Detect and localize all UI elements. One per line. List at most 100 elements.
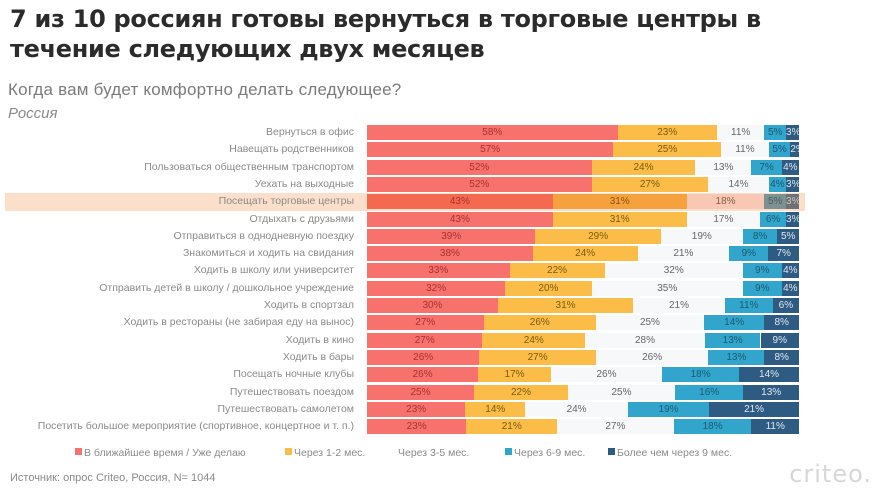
bar-segment: 4%: [768, 177, 787, 192]
bar-row: 27% 24% 28% 13% 9%: [367, 333, 799, 348]
bar-segment: 27%: [591, 177, 709, 192]
bar-row: 52% 24% 13% 7% 4%: [367, 160, 799, 175]
bar-segment: 13%: [708, 350, 765, 365]
bar-row: 25% 22% 25% 16% 13%: [367, 385, 799, 400]
bar-segment: 17%: [686, 212, 761, 227]
bar-segment: 23%: [367, 402, 466, 417]
bar-segment: 5%: [768, 142, 791, 157]
legend-item: Через 6-9 мес.: [505, 447, 585, 459]
bar-row: 27% 26% 25% 14% 8%: [367, 315, 799, 330]
bar-segment: 31%: [552, 194, 687, 209]
bar-segment: 58%: [367, 125, 618, 140]
legend-label: Через 1-2 мес.: [294, 447, 366, 459]
bar-segment: 4%: [781, 160, 799, 175]
category-label: Посещать торговые центры: [218, 195, 354, 207]
bar-segment: 28%: [585, 333, 705, 348]
bar-segment: 11%: [721, 142, 769, 157]
bar-segment: 22%: [509, 263, 605, 278]
category-label: Знакомиться и ходить на свидания: [182, 247, 354, 259]
bar-segment: 11%: [751, 419, 799, 434]
category-label: Уехать на выходные: [254, 178, 354, 190]
bar-row: 38% 24% 21% 9% 7%: [367, 246, 799, 261]
bar-segment: 11%: [724, 298, 773, 313]
bar-row: 32% 20% 35% 9% 4%: [367, 281, 799, 296]
bar-segment: 27%: [367, 333, 483, 348]
category-label: Посещать ночные клубы: [233, 368, 354, 380]
bar-segment: 5%: [764, 125, 787, 140]
legend-label: Через 3-5 мес.: [398, 447, 470, 459]
bar-segment: 27%: [479, 350, 596, 365]
bar-segment: 26%: [595, 350, 709, 365]
chart-legend: В ближайшее время / Уже делаю Через 1-2 м…: [0, 447, 880, 461]
bar-row: 43%31%17%6%3%: [367, 212, 799, 227]
bar-segment: 24%: [525, 402, 628, 417]
bar-segment: 11%: [716, 125, 765, 140]
bar-segment: 31%: [497, 298, 634, 313]
category-label: Ходить в кино: [285, 334, 354, 346]
bar-segment: 24%: [532, 246, 638, 261]
bar-segment: 18%: [673, 419, 752, 434]
bar-segment: 35%: [591, 281, 743, 296]
criteo-logo: criteo.: [789, 460, 872, 488]
bar-segment: 27%: [367, 315, 484, 330]
bar-segment: 14%: [465, 402, 526, 417]
bar-segment: 32%: [367, 281, 506, 296]
bar-segment: 9%: [729, 246, 769, 261]
bar-row: 23% 21% 27% 18% 11%: [367, 419, 799, 434]
category-label: Ходить в бары: [282, 351, 354, 363]
legend-swatch: [75, 448, 82, 455]
bar-segment: 4%: [781, 263, 799, 278]
bar-segment: 19%: [660, 229, 743, 244]
bar-row: 58%23%11%5%3%: [367, 125, 799, 140]
bar-segment: 13%: [695, 160, 752, 175]
bar-segment: 39%: [367, 229, 536, 244]
bar-segment: 7%: [768, 246, 799, 261]
category-label: Путешествовать поездом: [229, 386, 354, 398]
bar-row: 33% 22% 32% 9% 4%: [367, 263, 799, 278]
category-label: Отправиться в однодневную поездку: [173, 230, 354, 242]
legend-label: Через 6-9 мес.: [514, 447, 586, 459]
category-label: Путешествовать самолетом: [217, 403, 355, 415]
bar-segment: 6%: [772, 298, 799, 313]
bar-segment: 21%: [709, 402, 799, 417]
bar-segment: 23%: [617, 125, 717, 140]
bar-segment: 19%: [627, 402, 710, 417]
category-label: Отдыхать с друзьями: [249, 213, 354, 225]
bar-segment: 31%: [552, 212, 687, 227]
bar-segment: 21%: [637, 246, 730, 261]
bar-segment: 9%: [760, 333, 799, 348]
bar-segment: 24%: [591, 160, 696, 175]
bar-segment: 3%: [786, 177, 799, 192]
bar-row: 57%25%11%5%2%: [367, 142, 799, 157]
category-label: Посетить большое мероприятие (спортивное…: [37, 420, 354, 432]
bar-segment: 3%: [786, 125, 799, 140]
bar-segment: 9%: [742, 263, 782, 278]
bar-segment: 27%: [557, 419, 674, 434]
bar-segment: 30%: [367, 298, 498, 313]
chart-subtitle: Когда вам будет комфортно делать следующ…: [8, 80, 402, 99]
bar-segment: 14%: [703, 315, 765, 330]
source-note: Источник: опрос Criteo, Россия, N= 1044: [10, 472, 216, 484]
bar-segment: 43%: [367, 194, 553, 209]
bar-segment: 20%: [505, 281, 592, 296]
bar-segment: 17%: [478, 367, 551, 382]
bar-segment: 52%: [367, 177, 592, 192]
bar-segment: 3%: [786, 212, 799, 227]
bar-segment: 4%: [781, 281, 799, 296]
bar-segment: 21%: [466, 419, 558, 434]
bar-segment: 32%: [604, 263, 743, 278]
bar-segment: 29%: [535, 229, 661, 244]
bar-segment: 8%: [764, 315, 799, 330]
category-label: Пользоваться общественным транспортом: [144, 161, 354, 173]
bar-segment: 2%: [790, 142, 799, 157]
bar-segment: 33%: [367, 263, 510, 278]
bar-row: 52%27%14%4%3%: [367, 177, 799, 192]
legend-item: Через 1-2 мес.: [285, 447, 365, 459]
bar-segment: 8%: [742, 229, 778, 244]
bar-segment: 18%: [662, 367, 740, 382]
bar-segment: 13%: [704, 333, 761, 348]
bar-segment: 26%: [483, 315, 596, 330]
bar-segment: 26%: [550, 367, 663, 382]
bar-segment: 52%: [367, 160, 592, 175]
bar-segment: 16%: [674, 385, 744, 400]
